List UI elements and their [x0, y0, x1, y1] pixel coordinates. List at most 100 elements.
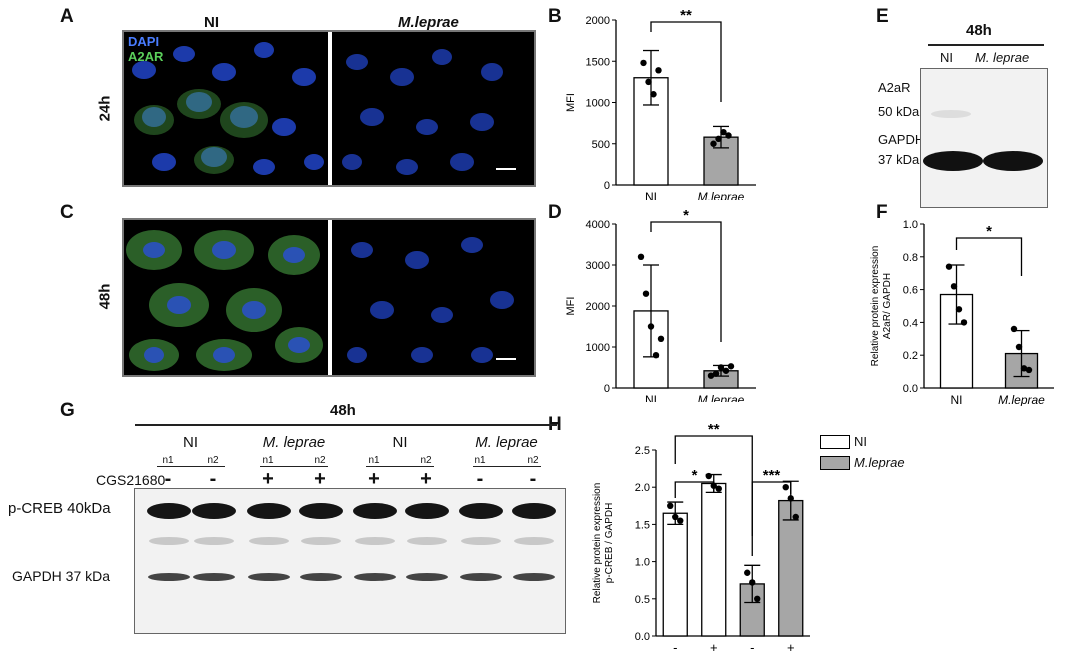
chart-f: 0.0 0.2 0.4 0.6 0.8 1.0 NI M.leprae Relative pro…	[870, 219, 1054, 406]
y-tick-label: 1.0	[903, 219, 918, 231]
data-point	[640, 59, 647, 67]
legend-dapi: DAPI	[128, 34, 160, 49]
blot-e-label-a2ar: A2aR	[878, 80, 911, 95]
blot-g-replicate-label: n1	[474, 455, 486, 466]
faint-band	[461, 537, 501, 545]
data-point	[715, 485, 722, 492]
y-tick-label: 0.2	[903, 350, 918, 362]
y-tick-label: 2.0	[635, 482, 650, 494]
blot-g-treatment-sign: +	[368, 468, 380, 490]
y-tick-label: 0.0	[903, 383, 918, 395]
faint-band	[249, 537, 289, 545]
significance-bracket	[650, 221, 722, 342]
micrograph-48h	[122, 218, 536, 377]
gapdh-band	[300, 573, 342, 581]
scale-bar-24h	[496, 168, 516, 170]
gapdh-band	[354, 573, 396, 581]
panel-label-c: C	[60, 202, 74, 223]
data-point	[1025, 366, 1033, 374]
data-point	[650, 91, 657, 98]
significance-bracket	[674, 435, 753, 556]
data-point	[712, 370, 720, 377]
blot-g-label-gapdh: GAPDH 37 kDa	[12, 568, 111, 584]
blot-e-image	[920, 68, 1048, 208]
panel-label-d: D	[548, 202, 562, 223]
panel-label-b: B	[548, 6, 562, 27]
y-tick-label: 1.0	[635, 557, 650, 569]
panel-label-e: E	[876, 6, 889, 27]
significance-label: *	[986, 223, 992, 240]
pcreb-band	[147, 503, 191, 519]
row-label-24h: 24h	[96, 95, 114, 122]
pcreb-band	[247, 503, 291, 519]
faint-band	[194, 537, 234, 545]
y-axis-label: MFI	[565, 297, 577, 316]
legend-swatch-ni	[820, 434, 850, 449]
micrograph-24h: DAPI A2AR	[122, 30, 536, 187]
blot-g-label-pcreb: p-CREB 40kDa	[8, 500, 111, 517]
faint-band	[407, 537, 447, 545]
data-point	[1010, 325, 1018, 333]
legend-swatch-mleprae	[820, 455, 850, 470]
gapdh-band	[193, 573, 235, 581]
chart-h: 0.0 0.5 1.0 1.5 2.0 2.5 - + - + Relative protein e…	[586, 421, 810, 662]
blot-e-lane-ni: NI	[940, 50, 953, 65]
legend-label-mleprae: M.leprae	[854, 455, 905, 470]
faint-band	[301, 537, 341, 545]
category-label: +	[710, 640, 718, 655]
cells-ni-24h	[124, 32, 328, 185]
chart-b: 0 500 1000 1500 2000 NI M.leprae MFI **	[565, 8, 756, 200]
gapdh-band	[406, 573, 448, 581]
y-axis-label: Relative protein expression	[870, 246, 881, 367]
category-label: NI	[951, 393, 963, 406]
bar	[701, 482, 727, 637]
data-point	[647, 323, 655, 330]
gapdh-band	[248, 573, 290, 581]
blot-g-treatment-sign: -	[476, 468, 484, 490]
blot-g-treatment-sign: -	[209, 468, 217, 490]
data-point	[667, 502, 674, 509]
faint-band	[355, 537, 395, 545]
legend-label-ni: NI	[854, 434, 867, 449]
y-tick-label: 0.6	[903, 285, 918, 297]
blot-g-replicate-label: n1	[162, 455, 174, 466]
y-tick-label: 1000	[586, 98, 610, 110]
gapdh-band	[460, 573, 502, 581]
y-tick-label: 2000	[586, 301, 610, 313]
blot-e-label-37kda: 37 kDa	[878, 152, 920, 167]
data-point	[945, 263, 953, 270]
significance-bracket	[650, 21, 722, 102]
data-point	[705, 472, 712, 480]
column-header-mleprae: M.leprae	[398, 14, 459, 31]
data-point	[715, 135, 722, 142]
data-point	[677, 517, 684, 524]
data-point	[960, 319, 968, 326]
blot-g-title-line	[135, 424, 557, 426]
blot-g-replicate-label: n2	[420, 455, 432, 466]
data-point	[725, 132, 732, 139]
faint-band	[149, 537, 189, 545]
scale-bar-48h	[496, 358, 516, 360]
data-point	[782, 484, 789, 491]
category-label: +	[787, 640, 795, 655]
blot-g-cgs-label: CGS21680	[96, 472, 166, 488]
category-label: M.leprae	[698, 190, 745, 200]
blot-g-treatment-sign: -	[164, 468, 172, 490]
data-point	[645, 78, 652, 86]
data-point	[792, 513, 799, 521]
y-tick-label: 1.5	[635, 519, 650, 531]
category-label: M.leprae	[998, 393, 1045, 406]
blot-g-replicate-label: n2	[527, 455, 539, 466]
y-tick-label: 0.0	[635, 631, 650, 643]
gapdh-band	[148, 573, 190, 581]
y-tick-label: 500	[592, 139, 610, 151]
blot-e-label-50kda: 50 kDa	[878, 104, 920, 119]
blot-g-replicate-label: n1	[262, 455, 274, 466]
category-label: -	[750, 640, 754, 655]
faint-band	[514, 537, 554, 545]
category-label: NI	[645, 190, 657, 200]
pcreb-band	[405, 503, 449, 519]
data-point	[1015, 343, 1023, 351]
blot-g-treatment-sign: +	[314, 468, 326, 490]
blot-e-label-gapdh: GAPDH	[878, 132, 925, 147]
